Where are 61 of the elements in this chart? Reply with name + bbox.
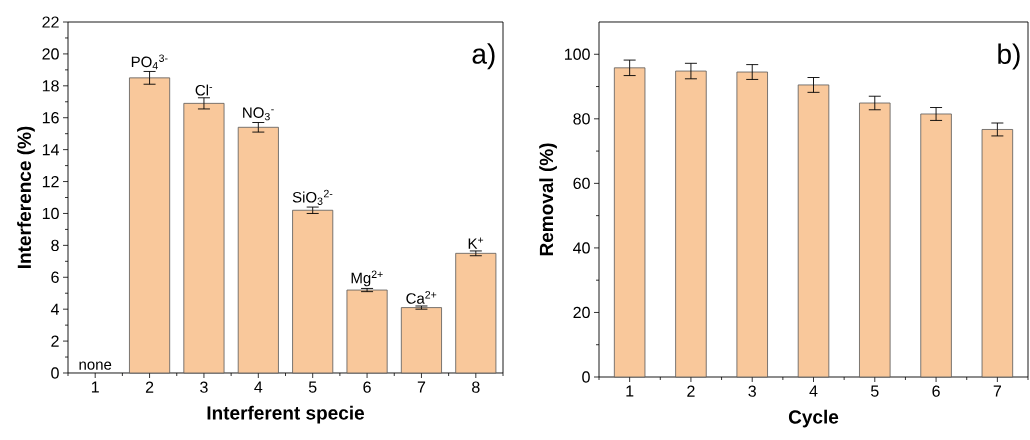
bar <box>129 77 171 374</box>
y-tick-label: 14 <box>42 144 59 156</box>
x-tick-label: 7 <box>417 381 426 393</box>
x-tick-label: 8 <box>472 381 480 393</box>
y-axis-title: Removal (%) <box>539 143 557 256</box>
x-tick-label: 5 <box>308 381 317 393</box>
annotation: PO$_{4}$3- <box>131 54 168 70</box>
x-tick-label: 6 <box>932 385 940 397</box>
x-tick-label: 1 <box>91 381 99 393</box>
x-tick-label: 4 <box>254 381 263 393</box>
annotation: Cl$^{-}$ <box>195 84 213 96</box>
y-axis-title: Interference (%) <box>17 126 35 269</box>
y-tick-label: 60 <box>573 177 590 190</box>
bar <box>183 102 225 374</box>
x-tick-label: 2 <box>145 381 154 393</box>
y-tick-label: 40 <box>573 242 590 254</box>
annotation: NO$_{3}$- <box>243 107 274 121</box>
annotation: a) <box>472 43 495 70</box>
bar <box>920 113 952 378</box>
x-tick-label: 2 <box>687 385 695 397</box>
bar <box>736 71 768 378</box>
y-tick-label: 0 <box>51 367 59 379</box>
bar <box>859 102 891 378</box>
bar <box>675 70 707 378</box>
annotation: b) <box>998 43 1020 70</box>
x-tick-label: 3 <box>748 385 756 397</box>
bar <box>400 307 442 374</box>
bar <box>981 129 1014 378</box>
annotation: Mg$^{2+}$ <box>351 270 383 287</box>
y-tick-label: 16 <box>42 112 59 124</box>
bar <box>613 67 646 378</box>
y-tick-label: 6 <box>51 271 59 283</box>
y-tick-label: 100 <box>565 48 590 60</box>
y-tick-label: 20 <box>573 306 590 319</box>
y-tick-label: 18 <box>42 80 59 92</box>
annotation: K$^{+}$ <box>468 237 484 249</box>
x-axis-title: Interferent specie <box>207 405 365 424</box>
y-tick-label: 80 <box>573 113 590 125</box>
x-tick-label: 6 <box>363 381 371 393</box>
x-tick-label: 7 <box>993 385 1002 397</box>
x-tick-label: 5 <box>870 385 879 397</box>
annotation: none <box>79 361 112 370</box>
y-tick-label: 4 <box>50 303 59 315</box>
annotation: SiO$_{3}$2- <box>292 189 333 205</box>
x-axis-title: Cycle <box>788 409 839 428</box>
bar <box>292 209 334 374</box>
y-tick-label: 0 <box>582 371 590 383</box>
x-tick-label: 4 <box>809 385 818 397</box>
x-tick-label: 1 <box>626 385 634 397</box>
bar <box>237 126 279 374</box>
bar <box>455 252 497 374</box>
y-tick-label: 10 <box>42 207 59 220</box>
y-tick-label: 8 <box>51 239 59 252</box>
y-tick-label: 20 <box>42 48 59 60</box>
annotation: Ca$^{2+}$ <box>406 291 437 304</box>
x-tick-label: 3 <box>200 381 208 393</box>
bar <box>797 84 830 378</box>
y-tick-label: 22 <box>42 16 59 28</box>
y-tick-label: 2 <box>51 335 59 347</box>
y-tick-label: 12 <box>42 175 59 188</box>
bar <box>346 289 388 374</box>
